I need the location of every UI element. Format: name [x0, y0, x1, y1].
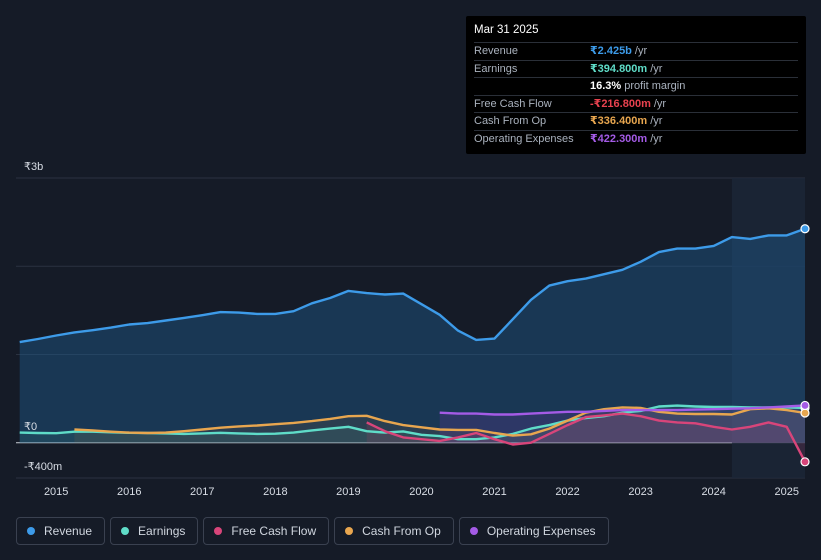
x-tick-label: 2017 [190, 486, 214, 498]
legend-label: Free Cash Flow [231, 524, 317, 538]
cash-from-op-line [74, 406, 806, 437]
tooltip-row: Earnings ₹394.800m/yr [474, 59, 798, 78]
x-tick-label: 2022 [555, 486, 579, 498]
revenue-endpoint [800, 224, 810, 234]
legend-item-earnings[interactable]: Earnings [110, 517, 199, 545]
tooltip-row-label: Revenue [474, 45, 519, 57]
tooltip-row-label: Operating Expenses [474, 132, 574, 145]
free-cash-flow-endpoint [800, 457, 810, 467]
legend-label: Operating Expenses [486, 524, 596, 538]
free-cash-flow-area [366, 413, 805, 462]
legend-dot-icon [214, 527, 223, 535]
tooltip-row-unit: /yr [653, 97, 667, 110]
tooltip-row-value: ₹2.425b [590, 45, 632, 57]
cash-from-op-endpoint [800, 408, 810, 418]
chart-lines [19, 224, 810, 467]
tooltip-row-label: Cash From Op [474, 115, 547, 127]
y-label-top: ₹3b [24, 161, 44, 173]
operating-expenses-endpoint [800, 400, 810, 411]
tooltip-row-unit: profit margin [624, 80, 686, 92]
legend-dot-icon [27, 527, 35, 535]
x-tick-label: 2024 [701, 486, 725, 498]
legend-item-free-cash-flow[interactable]: Free Cash Flow [203, 517, 330, 545]
tooltip-row-unit: /yr [634, 45, 648, 57]
legend-label: Cash From Op [362, 524, 441, 538]
tooltip-row-value: ₹422.300m [590, 132, 648, 145]
operating-expenses-line [439, 404, 806, 416]
free-cash-flow-line [366, 412, 807, 463]
tooltip-row-label [474, 78, 590, 95]
x-axis: 2015 2016 2017 2018 2019 2020 2021 2022 2023 2024… [44, 486, 799, 498]
tooltip-row: 16.3% profit margin [474, 77, 798, 95]
legend-item-cash-from-op[interactable]: Cash From Op [334, 517, 454, 545]
x-tick-label: 2019 [336, 486, 360, 498]
legend-label: Revenue [44, 524, 93, 538]
y-label-bottom: -₹400m [24, 461, 63, 473]
tooltip-row-value: 16.3% [590, 80, 622, 92]
legend-dot-icon [345, 527, 354, 535]
legend-label: Earnings [138, 524, 186, 538]
x-tick-label: 2023 [628, 486, 652, 498]
tooltip-row-label: Free Cash Flow [474, 97, 552, 110]
tooltip-date: Mar 31 2025 [474, 24, 539, 36]
tooltip-row-unit: /yr [650, 132, 663, 145]
x-tick-label: 2025 [774, 486, 798, 498]
revenue-area [19, 228, 805, 443]
tooltip-row: Revenue ₹2.425b/yr [474, 42, 798, 60]
tooltip-row: Operating Expenses ₹422.300m/yr [474, 129, 798, 148]
legend-item-revenue[interactable]: Revenue [16, 517, 106, 545]
chart-legend: Revenue Earnings Free Cash Flow Cash From O… [16, 517, 609, 545]
data-tooltip: Mar 31 2025 Revenue ₹2.425b/yr Earnings ₹39… [466, 16, 806, 154]
tooltip-row: Free Cash Flow -₹216.800m/yr [474, 94, 798, 113]
tooltip-row-value: ₹336.400m [590, 115, 648, 127]
tooltip-row-value: -₹216.800m [590, 97, 651, 110]
tooltip-row-value: ₹394.800m [590, 62, 648, 75]
x-tick-label: 2018 [263, 486, 287, 498]
legend-item-operating-expenses[interactable]: Operating Expenses [458, 517, 609, 545]
x-tick-label: 2016 [117, 486, 141, 498]
revenue-line [19, 227, 806, 344]
legend-dot-icon [469, 527, 478, 535]
tooltip-row-unit: /yr [650, 115, 663, 127]
legend-dot-icon [121, 527, 130, 535]
tooltip-row: Cash From Op ₹336.400m/yr [474, 112, 798, 130]
x-tick-label: 2015 [44, 486, 68, 498]
tooltip-row-unit: /yr [650, 62, 663, 75]
x-tick-label: 2021 [482, 486, 506, 498]
x-tick-label: 2020 [409, 486, 433, 498]
y-label-zero: ₹0 [24, 421, 38, 433]
tooltip-row-label: Earnings [474, 62, 518, 75]
